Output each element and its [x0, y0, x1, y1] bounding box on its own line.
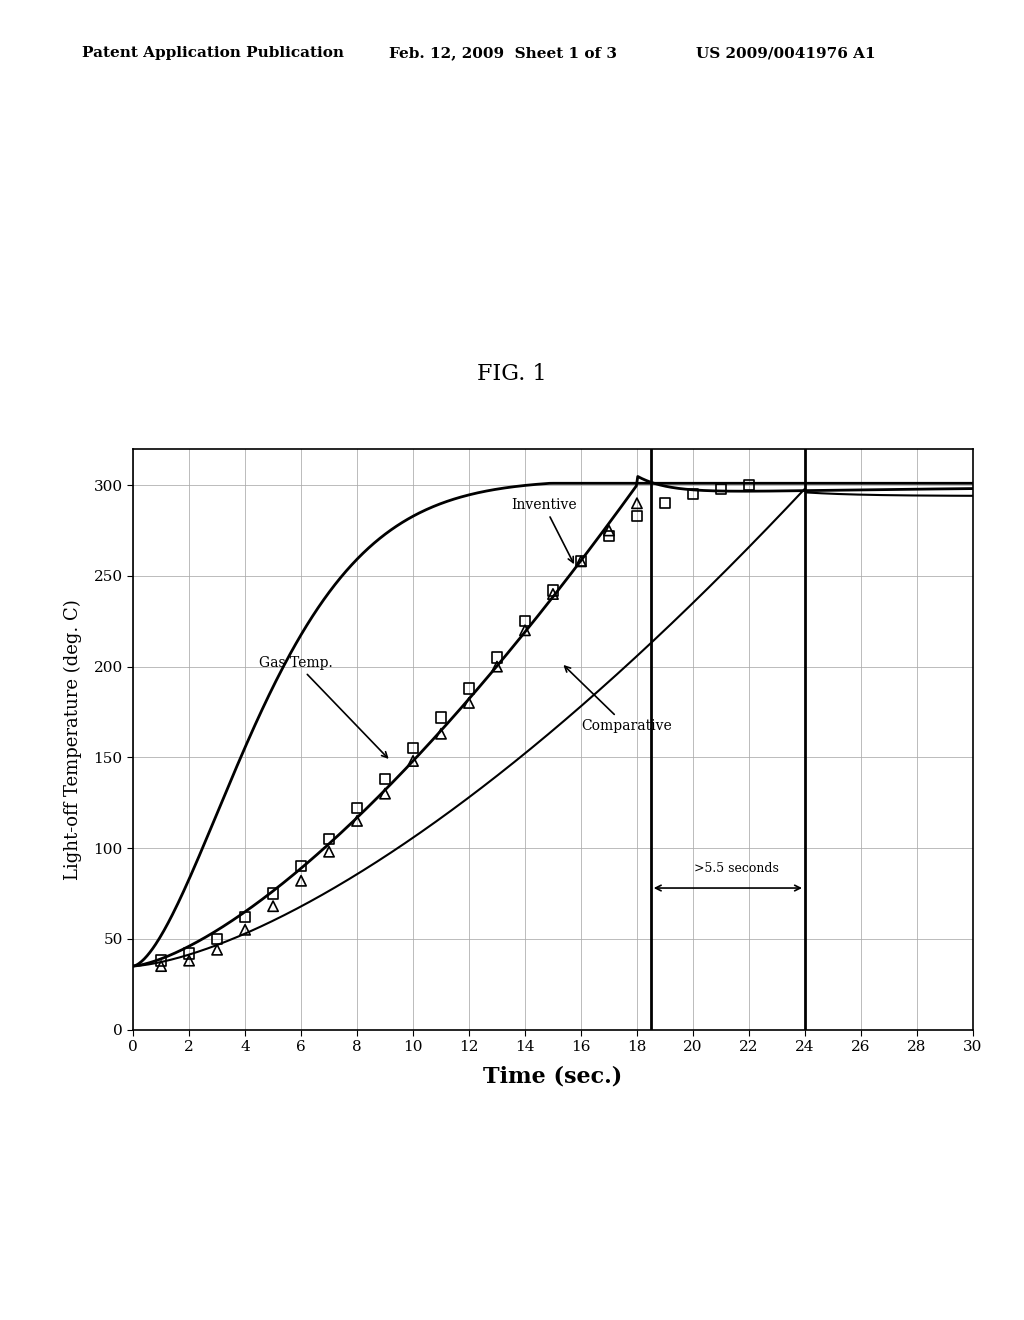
Point [404, 738, 421, 759]
Point [404, 750, 421, 771]
Text: >5.5 seconds: >5.5 seconds [694, 862, 778, 875]
Point [488, 656, 505, 677]
Point [265, 895, 282, 916]
Point [517, 611, 534, 632]
Point [601, 520, 617, 541]
Point [601, 525, 617, 546]
Point [377, 768, 393, 789]
Point [433, 708, 450, 729]
Point [461, 677, 477, 698]
Point [517, 619, 534, 640]
Point [237, 919, 253, 940]
Text: Patent Application Publication: Patent Application Publication [82, 46, 344, 61]
Point [153, 950, 169, 972]
Text: Comparative: Comparative [564, 667, 672, 733]
Point [488, 647, 505, 668]
Point [572, 550, 589, 572]
Point [629, 492, 645, 513]
X-axis label: Time (sec.): Time (sec.) [483, 1065, 623, 1088]
Point [740, 474, 757, 495]
Point [656, 492, 673, 513]
Text: FIG. 1: FIG. 1 [477, 363, 547, 385]
Point [293, 855, 309, 876]
Point [209, 940, 225, 961]
Text: Feb. 12, 2009  Sheet 1 of 3: Feb. 12, 2009 Sheet 1 of 3 [389, 46, 617, 61]
Point [685, 483, 701, 504]
Point [153, 956, 169, 977]
Point [545, 583, 561, 605]
Point [237, 907, 253, 928]
Point [713, 478, 729, 499]
Point [349, 797, 366, 818]
Point [461, 692, 477, 713]
Point [265, 883, 282, 904]
Point [349, 810, 366, 832]
Point [433, 723, 450, 744]
Point [321, 829, 337, 850]
Text: US 2009/0041976 A1: US 2009/0041976 A1 [696, 46, 876, 61]
Point [629, 506, 645, 527]
Point [377, 783, 393, 804]
Point [209, 928, 225, 949]
Point [572, 550, 589, 572]
Point [181, 942, 198, 964]
Point [545, 579, 561, 601]
Text: Gas Temp.: Gas Temp. [259, 656, 387, 758]
Point [181, 950, 198, 972]
Point [321, 841, 337, 862]
Y-axis label: Light-off Temperature (deg. C): Light-off Temperature (deg. C) [65, 599, 82, 879]
Text: Inventive: Inventive [511, 498, 577, 562]
Point [293, 870, 309, 891]
